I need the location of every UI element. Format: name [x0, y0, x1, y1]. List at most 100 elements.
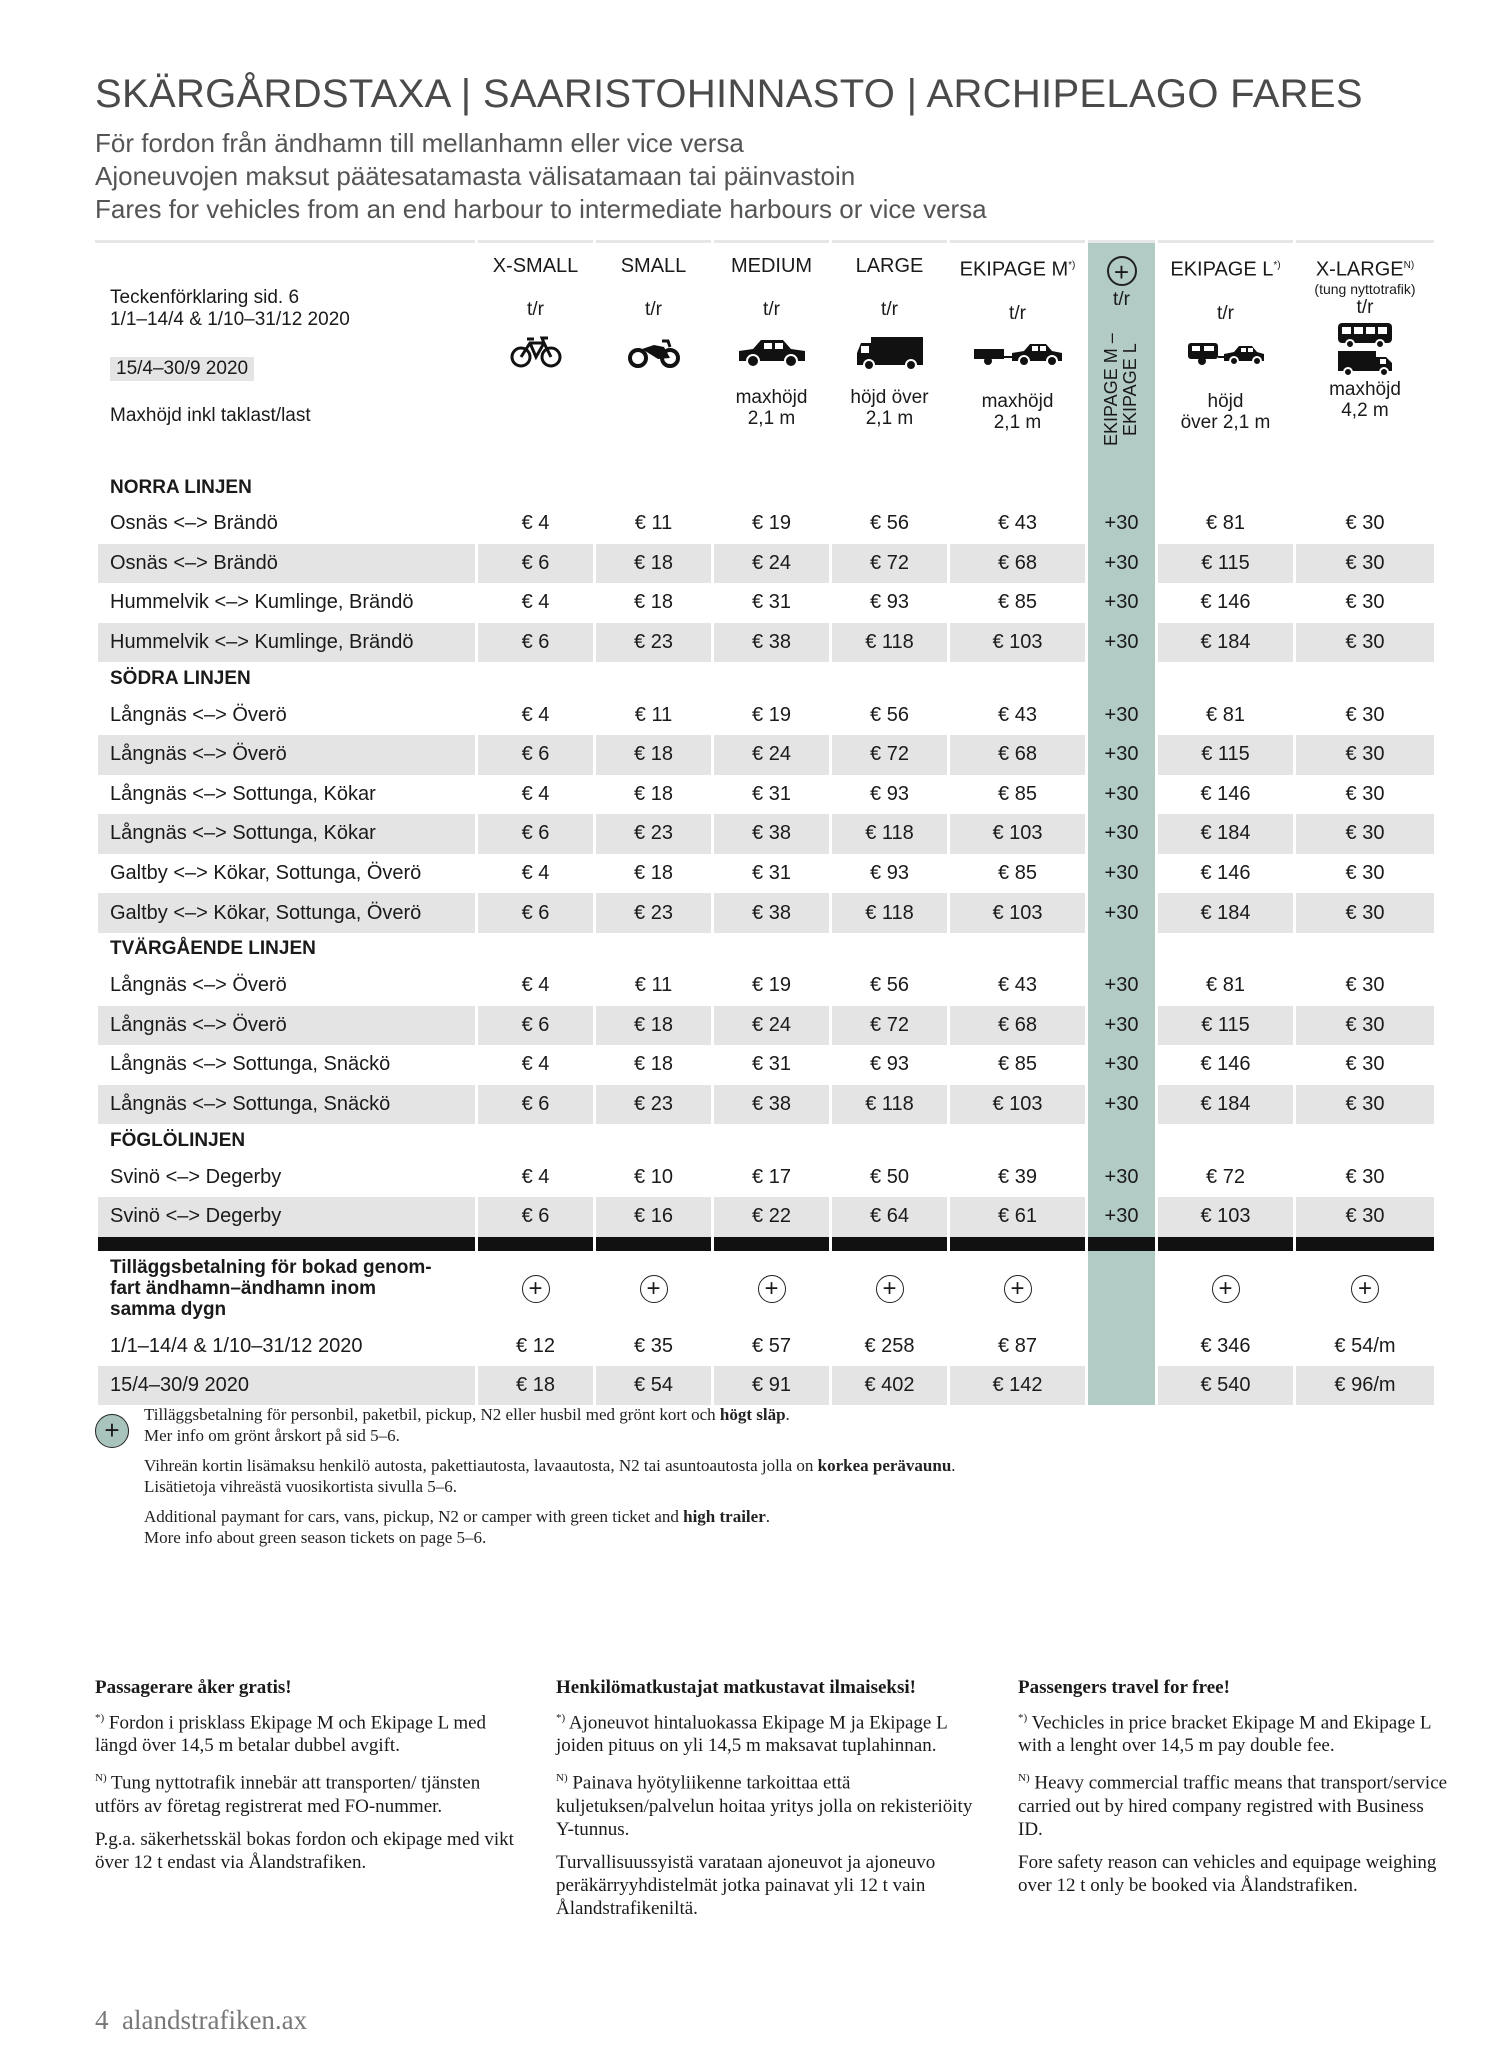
surcharge-value: +30 — [1085, 583, 1158, 623]
col-unit: t/r — [1217, 302, 1234, 324]
fare-value: € 30 — [1293, 853, 1437, 894]
col-unit: t/r — [1356, 296, 1374, 318]
col-header-plus: + t/r EKIPAGE M – EKIPAGE L — [1085, 240, 1158, 471]
col-name: SMALL — [620, 255, 687, 277]
fare-value: € 118 — [829, 814, 950, 854]
fare-value: € 4 — [475, 853, 596, 894]
fare-value: € 24 — [711, 1005, 832, 1046]
separator-row — [95, 1236, 1437, 1251]
supplement-plus-cell: + — [1155, 1250, 1296, 1327]
table-row: Långnäs <–> Sottunga, Kökar € 6 € 23 € 38 € … — [95, 814, 1437, 854]
surcharge-value: +30 — [1085, 1084, 1158, 1125]
fare-value: € 6 — [475, 622, 596, 663]
fare-value: € 93 — [829, 1045, 950, 1085]
info-paragraph: *) Fordon i prisklass Ekipage M och Ekip… — [95, 1712, 487, 1757]
fare-value: € 18 — [593, 583, 714, 623]
empty-cell — [829, 932, 950, 966]
fare-value: € 184 — [1155, 622, 1296, 663]
col-header-xlarge: X-LARGEN) (tung nyttotrafik) t/r maxhöjd… — [1293, 240, 1437, 471]
fare-value: € 19 — [711, 504, 832, 544]
green-ticket-plus-icon: + — [95, 1414, 129, 1448]
bicycle-icon — [478, 335, 593, 375]
plus-icon: + — [639, 1274, 668, 1303]
fare-value: € 43 — [947, 965, 1088, 1006]
fare-value: € 39 — [947, 1157, 1088, 1197]
section-header-row: TVÄRGÅENDE LINJEN — [95, 932, 1437, 966]
separator-cell — [475, 1236, 596, 1251]
camper-car-icon — [1158, 339, 1293, 379]
fare-value: € 184 — [1155, 814, 1296, 854]
separator-cell — [95, 1236, 478, 1251]
separator-cell — [711, 1236, 832, 1251]
footnote-fi: Vihreän kortin lisämaksu henkilö autosta… — [144, 1456, 956, 1496]
fare-value: € 38 — [711, 814, 832, 854]
table-row: Osnäs <–> Brändö € 6 € 18 € 24 € 72 € 68 +30 € … — [95, 543, 1437, 584]
col-unit: t/r — [1113, 289, 1130, 310]
supplement-value: € 57 — [711, 1326, 832, 1366]
fare-value: € 4 — [475, 774, 596, 815]
empty-cell — [1085, 932, 1158, 966]
supplement-value: € 54/m — [1293, 1326, 1437, 1366]
info-paragraph: N) Heavy commercial traffic means that t… — [1018, 1772, 1448, 1840]
empty-cell — [711, 662, 832, 696]
empty-cell — [829, 1124, 950, 1158]
supplement-value: € 54 — [593, 1365, 714, 1405]
fare-value: € 146 — [1155, 583, 1296, 623]
supplement-period: 15/4–30/9 2020 — [95, 1365, 478, 1405]
route-name: Långnäs <–> Överö — [95, 734, 478, 775]
col-name: EKIPAGE L — [1170, 258, 1274, 281]
fare-value: € 19 — [711, 965, 832, 1006]
fare-value: € 24 — [711, 543, 832, 584]
fare-value: € 30 — [1293, 1157, 1437, 1197]
col-header-ekipage-m: EKIPAGE M*) t/r maxhöjd 2,1 m — [947, 240, 1088, 471]
col-name: LARGE — [855, 255, 924, 277]
plus-icon: + — [875, 1274, 904, 1303]
col-unit: t/r — [763, 299, 780, 320]
empty-cell — [1155, 1124, 1296, 1158]
supplement-row: 1/1–14/4 & 1/10–31/12 2020 € 12 € 35 € 57 € … — [95, 1326, 1437, 1366]
plus-icon: + — [1003, 1274, 1032, 1303]
website-link[interactable]: alandstrafiken.ax — [122, 2005, 308, 2035]
page-footer: 4 alandstrafiken.ax — [95, 2005, 307, 2036]
fare-value: € 93 — [829, 853, 950, 894]
empty-cell — [475, 1124, 596, 1158]
info-column-en: Passengers travel for free! *) Vechicles… — [1018, 1676, 1450, 1907]
fare-value: € 64 — [829, 1196, 950, 1237]
fare-value: € 146 — [1155, 774, 1296, 815]
section-header-row: FÖGLÖLINJEN — [95, 1124, 1437, 1158]
fare-value: € 81 — [1155, 504, 1296, 544]
route-name: Osnäs <–> Brändö — [95, 504, 478, 544]
fare-value: € 6 — [475, 814, 596, 854]
fare-value: € 146 — [1155, 1045, 1296, 1085]
empty-cell — [1293, 932, 1437, 966]
col-name: EKIPAGE M — [959, 258, 1069, 281]
surcharge-value: +30 — [1085, 1005, 1158, 1046]
fare-value: € 22 — [711, 1196, 832, 1237]
legend-reference: Teckenförklaring sid. 6 — [110, 287, 300, 308]
plus-icon: + — [1106, 256, 1137, 286]
table-row: Hummelvik <–> Kumlinge, Brändö € 4 € 18 € 3… — [95, 583, 1437, 623]
route-name: Hummelvik <–> Kumlinge, Brändö — [95, 583, 478, 623]
route-name: Långnäs <–> Sottunga, Kökar — [95, 774, 478, 815]
fare-value: € 10 — [593, 1157, 714, 1197]
empty-cell — [829, 662, 950, 696]
route-name: Långnäs <–> Överö — [95, 695, 478, 735]
empty-cell — [475, 471, 596, 504]
supplement-value: € 142 — [947, 1365, 1088, 1405]
legend-period-low: 1/1–14/4 & 1/10–31/12 2020 — [110, 309, 350, 330]
empty-cell — [947, 471, 1088, 504]
subtitle-sv: För fordon från ändhamn till mellanhamn … — [95, 128, 744, 158]
empty-cell — [1085, 662, 1158, 696]
supplement-value: € 402 — [829, 1365, 950, 1405]
route-name: Hummelvik <–> Kumlinge, Brändö — [95, 622, 478, 663]
fare-value: € 72 — [829, 734, 950, 775]
subtitle-fi: Ajoneuvojen maksut päätesatamasta välisa… — [95, 161, 856, 191]
fare-value: € 23 — [593, 893, 714, 933]
fare-value: € 43 — [947, 504, 1088, 544]
empty-cell — [947, 1124, 1088, 1158]
fare-value: € 6 — [475, 543, 596, 584]
table-row: Svinö <–> Degerby € 6 € 16 € 22 € 64 € 61 +30 €… — [95, 1196, 1437, 1237]
fare-value: € 30 — [1293, 893, 1437, 933]
empty-cell — [593, 662, 714, 696]
fare-value: € 38 — [711, 893, 832, 933]
